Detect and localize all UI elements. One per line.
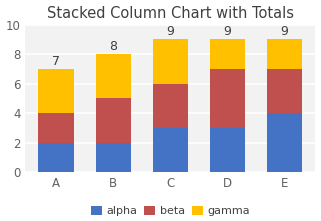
Text: 7: 7 bbox=[52, 55, 60, 68]
Text: 8: 8 bbox=[109, 40, 117, 53]
Bar bbox=[210, 69, 245, 128]
Bar bbox=[96, 143, 131, 172]
Title: Stacked Column Chart with Totals: Stacked Column Chart with Totals bbox=[47, 6, 294, 21]
Bar bbox=[267, 69, 302, 113]
Bar bbox=[39, 69, 74, 113]
Bar bbox=[210, 39, 245, 69]
Bar bbox=[153, 39, 188, 84]
Bar bbox=[39, 113, 74, 143]
Bar bbox=[39, 143, 74, 172]
Bar bbox=[96, 98, 131, 143]
Bar bbox=[153, 84, 188, 128]
Bar bbox=[267, 113, 302, 172]
Bar bbox=[267, 39, 302, 69]
Text: 9: 9 bbox=[223, 25, 231, 38]
Legend: alpha, beta, gamma: alpha, beta, gamma bbox=[87, 202, 254, 221]
Bar bbox=[96, 54, 131, 98]
Text: 9: 9 bbox=[166, 25, 174, 38]
Text: 9: 9 bbox=[281, 25, 289, 38]
Bar bbox=[210, 128, 245, 172]
Bar bbox=[153, 128, 188, 172]
